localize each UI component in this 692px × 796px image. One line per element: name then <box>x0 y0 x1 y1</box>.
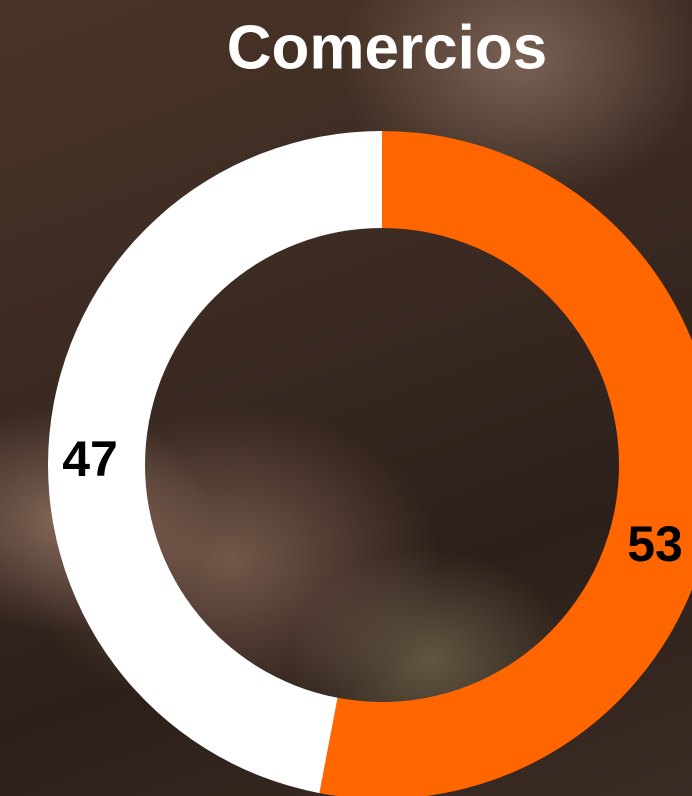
value-label: 53 <box>627 516 683 572</box>
value-label: 47 <box>62 431 118 487</box>
chart-title: Comercios <box>227 13 547 82</box>
donut-segment <box>319 131 692 796</box>
donut-segment <box>47 131 382 794</box>
